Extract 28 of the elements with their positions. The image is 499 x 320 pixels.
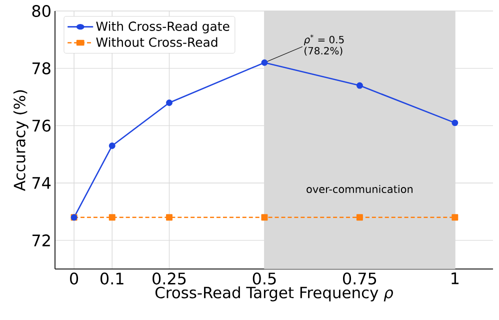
x-axis-title: Cross-Read Target Frequency ρ: [155, 286, 393, 302]
y-tick-label: 78: [32, 62, 50, 74]
x-tick-label: 1: [452, 272, 459, 284]
y-tick-label: 74: [32, 177, 51, 189]
legend-label: With Cross-Read gate: [96, 21, 230, 34]
point: [261, 214, 268, 221]
point: [452, 214, 458, 221]
y-tick-label: 80: [32, 4, 50, 18]
x-tick-label: 0.75: [343, 272, 376, 285]
x-tick-label: 0: [70, 272, 78, 285]
point: [166, 99, 172, 106]
point: [108, 214, 116, 221]
x-tick-label: 0.1: [100, 272, 124, 285]
annotation: (78.2%): [304, 46, 342, 56]
x-tick-label: 0.25: [152, 272, 186, 285]
y-tick-label: 72: [32, 234, 50, 246]
point: [452, 120, 458, 126]
y-axis-title: Accuracy (%): [13, 90, 28, 191]
point: [108, 142, 116, 149]
annotation: ρ$^{*}$ = 0.5: [304, 34, 344, 46]
band-label: over-communication: [306, 184, 412, 194]
point: [166, 214, 172, 221]
point: [356, 214, 363, 221]
y-tick-label: 76: [32, 120, 50, 132]
point: [356, 82, 363, 89]
point: [261, 59, 268, 66]
legend-label: Without Cross-Read: [96, 37, 218, 47]
x-tick-label: 0.5: [252, 272, 276, 285]
